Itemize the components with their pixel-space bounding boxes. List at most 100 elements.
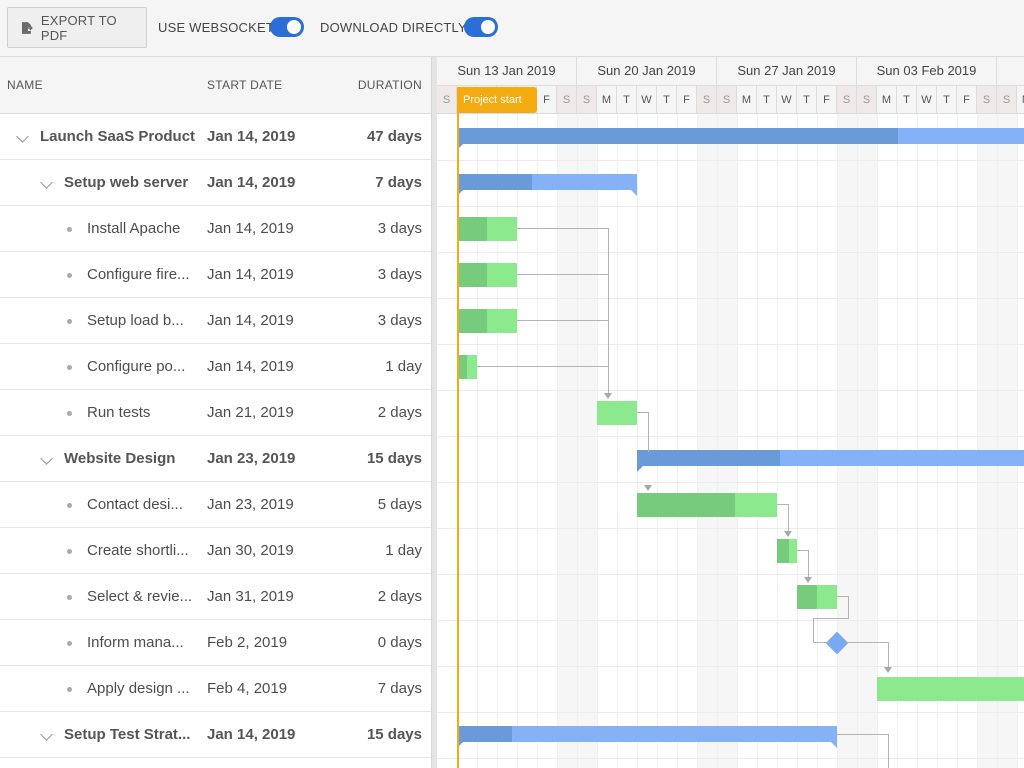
task-duration: 47 days: [366, 128, 422, 145]
task-start-date: Jan 14, 2019: [207, 726, 296, 743]
progress-fill: [637, 493, 735, 517]
task-bar[interactable]: [457, 263, 517, 287]
task-bar[interactable]: [797, 585, 837, 609]
task-bar[interactable]: [457, 309, 517, 333]
task-bar[interactable]: [637, 493, 777, 517]
task-name: Configure fire...: [87, 266, 190, 283]
task-start-date: Jan 14, 2019: [207, 358, 294, 375]
table-row[interactable]: Install Apache Jan 14, 2019 3 days: [0, 206, 431, 252]
chevron-down-icon[interactable]: [16, 130, 29, 143]
table-row[interactable]: Setup Test Strat... Jan 14, 2019 15 days: [0, 712, 431, 758]
day-header: T: [757, 86, 777, 113]
task-name: Create shortli...: [87, 542, 189, 559]
day-gridline: [797, 114, 798, 768]
day-header: S: [857, 86, 877, 113]
table-row[interactable]: Launch SaaS Product Jan 14, 2019 47 days: [0, 114, 431, 160]
chevron-down-icon[interactable]: [40, 452, 53, 465]
chevron-down-icon[interactable]: [40, 728, 53, 741]
task-bar[interactable]: [877, 677, 1024, 701]
progress-fill: [637, 450, 780, 466]
day-gridline: [977, 114, 978, 768]
day-header: S: [437, 86, 457, 113]
dependency-line: [837, 734, 889, 735]
summary-bar[interactable]: [457, 726, 837, 748]
day-header: F: [957, 86, 977, 113]
bullet-icon: [67, 319, 72, 324]
task-start-date: Jan 14, 2019: [207, 266, 294, 283]
column-header-name[interactable]: NAME: [7, 78, 43, 92]
summary-bar[interactable]: [457, 128, 1024, 150]
bullet-icon: [67, 503, 72, 508]
table-row[interactable]: Contact desi... Jan 23, 2019 5 days: [0, 482, 431, 528]
export-pdf-button[interactable]: EXPORT TO PDF: [7, 7, 147, 48]
task-name: Install Apache: [87, 220, 181, 237]
day-header: S: [557, 86, 577, 113]
export-pdf-label: EXPORT TO PDF: [40, 12, 117, 43]
table-row[interactable]: Select & revie... Jan 31, 2019 2 days: [0, 574, 431, 620]
task-start-date: Jan 31, 2019: [207, 588, 294, 605]
summary-bar[interactable]: [457, 174, 637, 196]
chevron-down-icon[interactable]: [40, 176, 53, 189]
task-start-date: Jan 14, 2019: [207, 128, 296, 145]
progress-fill: [457, 128, 898, 144]
table-row[interactable]: Run tests Jan 21, 2019 2 days: [0, 390, 431, 436]
dependency-line: [837, 596, 849, 597]
day-header: S: [997, 86, 1017, 113]
download-toggle[interactable]: [464, 17, 498, 37]
task-bar[interactable]: [457, 217, 517, 241]
project-start-label: Project start: [457, 87, 537, 113]
task-bar[interactable]: [777, 539, 797, 563]
task-name: Run tests: [87, 404, 151, 421]
table-row[interactable]: Apply design ... Feb 4, 2019 7 days: [0, 666, 431, 712]
timeline-header: Sun 13 Jan 2019 Sun 20 Jan 2019 Sun 27 Jan…: [437, 57, 1024, 114]
day-header: T: [937, 86, 957, 113]
day-header: M: [737, 86, 757, 113]
task-name: Contact desi...: [87, 496, 183, 513]
day-header: F: [537, 86, 557, 113]
day-header: T: [617, 86, 637, 113]
dependency-line: [648, 412, 649, 452]
column-header-duration[interactable]: DURATION: [357, 78, 422, 92]
task-duration: 3 days: [377, 220, 422, 237]
task-duration: 2 days: [377, 588, 422, 605]
row-gridline: [437, 298, 1024, 299]
table-row[interactable]: Configure fire... Jan 14, 2019 3 days: [0, 252, 431, 298]
progress-fill: [457, 217, 487, 241]
table-row[interactable]: Create shortli... Jan 30, 2019 1 day: [0, 528, 431, 574]
row-gridline: [437, 574, 1024, 575]
day-gridline: [917, 114, 918, 768]
table-row[interactable]: Website Design Jan 23, 2019 15 days: [0, 436, 431, 482]
task-bar[interactable]: [457, 355, 477, 379]
grid-header: NAME START DATE DURATION: [0, 57, 431, 114]
task-grid: Launch SaaS Product Jan 14, 2019 47 days Se…: [0, 114, 431, 768]
dependency-line: [517, 320, 609, 321]
bullet-icon: [67, 273, 72, 278]
column-header-start[interactable]: START DATE: [207, 78, 283, 92]
task-start-date: Jan 14, 2019: [207, 312, 294, 329]
row-gridline: [437, 436, 1024, 437]
dependency-line: [777, 504, 789, 505]
summary-bar[interactable]: [637, 450, 1024, 472]
table-row[interactable]: Inform mana... Feb 2, 2019 0 days: [0, 620, 431, 666]
day-gridline: [937, 114, 938, 768]
row-gridline: [437, 620, 1024, 621]
task-start-date: Feb 2, 2019: [207, 634, 288, 651]
progress-fill: [457, 355, 467, 379]
day-gridline: [497, 114, 498, 768]
task-duration: 5 days: [377, 496, 422, 513]
table-row[interactable]: Setup load b... Jan 14, 2019 3 days: [0, 298, 431, 344]
task-bar[interactable]: [597, 401, 637, 425]
task-start-date: Jan 21, 2019: [207, 404, 294, 421]
dependency-line: [813, 618, 849, 619]
dependency-line: [813, 618, 814, 642]
websocket-toggle[interactable]: [270, 17, 304, 37]
task-start-date: Jan 23, 2019: [207, 450, 296, 467]
grid-splitter[interactable]: [431, 57, 437, 768]
task-name: Setup Test Strat...: [64, 726, 191, 743]
table-row[interactable]: Configure po... Jan 14, 2019 1 day: [0, 344, 431, 390]
task-start-date: Jan 14, 2019: [207, 174, 296, 191]
task-duration: 0 days: [377, 634, 422, 651]
day-gridline: [857, 114, 858, 768]
table-row[interactable]: Setup web server Jan 14, 2019 7 days: [0, 160, 431, 206]
day-gridline: [597, 114, 598, 768]
